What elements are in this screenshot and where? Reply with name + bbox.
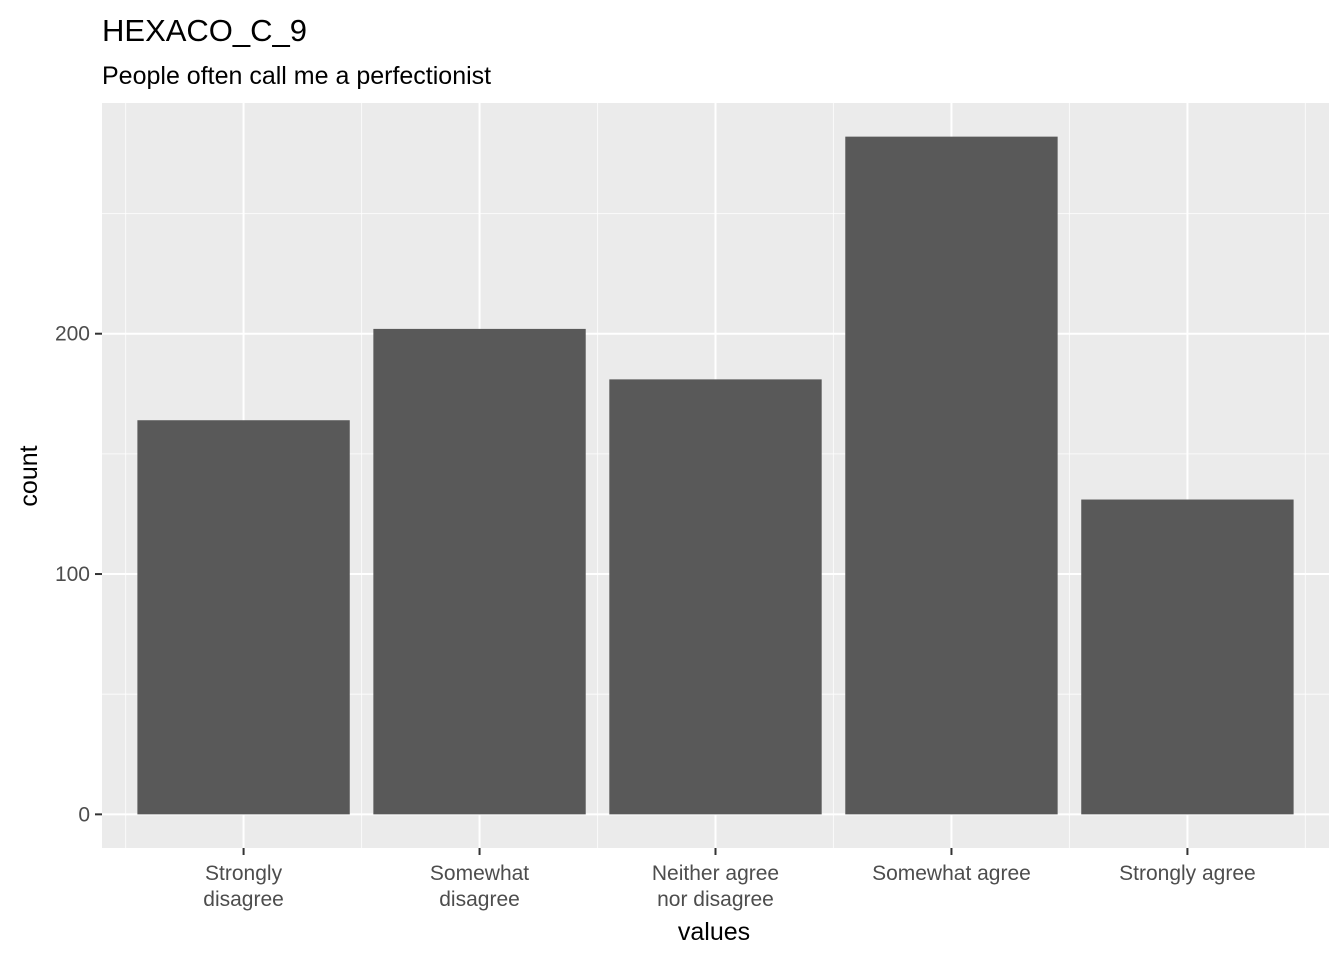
x-tick-label: Strongly agree	[1119, 862, 1256, 885]
x-tick-label: Neither agree nor disagree	[652, 862, 779, 911]
chart-title: HEXACO_C_9	[102, 13, 307, 48]
y-tick-label: 0	[78, 803, 90, 826]
bar	[373, 328, 586, 815]
x-tick-label: Somewhat disagree	[430, 862, 529, 911]
y-axis: 0 100 200	[55, 323, 102, 826]
bars	[137, 136, 1294, 815]
bar	[845, 136, 1058, 815]
y-tick-label: 200	[55, 323, 90, 346]
y-axis-title: count	[15, 445, 43, 506]
y-tick-label: 100	[55, 563, 90, 586]
x-tick-label-line: disagree	[203, 888, 284, 911]
bar	[609, 379, 822, 815]
x-tick-label-line: disagree	[439, 888, 520, 911]
x-axis-title: values	[678, 918, 750, 946]
x-tick-label: Strongly disagree	[203, 862, 284, 911]
x-tick-label-line: Strongly	[205, 862, 283, 885]
x-tick-label-line: nor disagree	[657, 888, 774, 911]
x-tick-label-line: Somewhat agree	[872, 862, 1031, 885]
bar	[1081, 499, 1294, 815]
x-tick-label-line: Neither agree	[652, 862, 779, 885]
x-tick-label-line: Strongly agree	[1119, 862, 1256, 885]
x-axis: Strongly disagree Somewhat disagree Neither …	[203, 848, 1256, 911]
x-tick-label: Somewhat agree	[872, 862, 1031, 885]
x-tick-label-line: Somewhat	[430, 862, 529, 885]
bar	[137, 420, 350, 815]
chart-subtitle: People often call me a perfectionist	[102, 62, 491, 90]
